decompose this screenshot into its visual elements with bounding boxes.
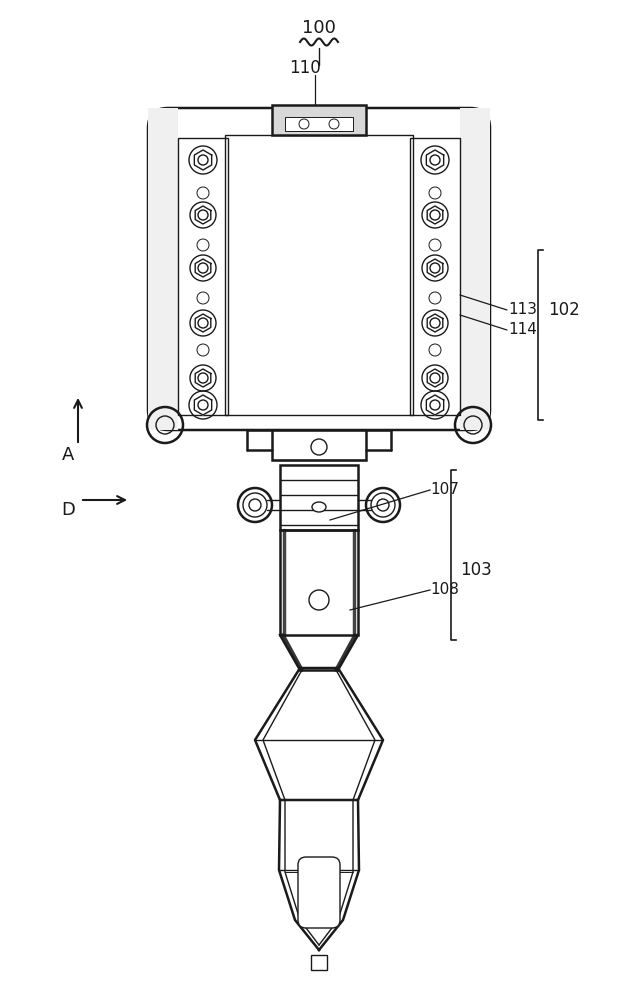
Bar [410,138,460,415]
Circle shape [198,210,208,220]
Circle shape [430,373,440,383]
Polygon shape [427,259,443,277]
Bar [148,108,178,430]
Text: D: D [61,501,75,519]
Circle shape [430,155,440,165]
Bar [178,138,228,415]
Circle shape [198,155,208,165]
Bar [225,135,413,415]
Circle shape [198,400,208,410]
Polygon shape [195,395,212,415]
Polygon shape [195,259,211,277]
Bar [280,530,358,635]
Text: 107: 107 [430,483,459,497]
Polygon shape [427,206,443,224]
Bar [285,117,353,131]
Polygon shape [195,369,211,387]
Polygon shape [195,150,212,170]
Circle shape [430,318,440,328]
Text: 110: 110 [289,59,321,77]
Text: A: A [62,446,74,464]
Bar [311,955,327,970]
Text: 113: 113 [508,302,537,318]
Circle shape [198,318,208,328]
Circle shape [430,210,440,220]
Polygon shape [427,314,443,332]
Circle shape [198,263,208,273]
Bar [280,465,358,530]
Circle shape [430,400,440,410]
FancyBboxPatch shape [298,857,340,928]
Text: 103: 103 [460,561,492,579]
Circle shape [249,499,261,511]
Text: 100: 100 [302,19,336,37]
FancyBboxPatch shape [148,108,490,430]
Bar [272,105,366,135]
Text: 108: 108 [430,582,459,597]
Circle shape [377,499,389,511]
Text: 114: 114 [508,322,537,338]
Polygon shape [195,314,211,332]
Polygon shape [426,150,443,170]
Polygon shape [195,206,211,224]
Circle shape [430,263,440,273]
Polygon shape [427,369,443,387]
Text: 102: 102 [548,301,580,319]
Bar [460,108,490,430]
Bar [272,430,366,460]
Polygon shape [426,395,443,415]
Circle shape [198,373,208,383]
Ellipse shape [312,502,326,512]
